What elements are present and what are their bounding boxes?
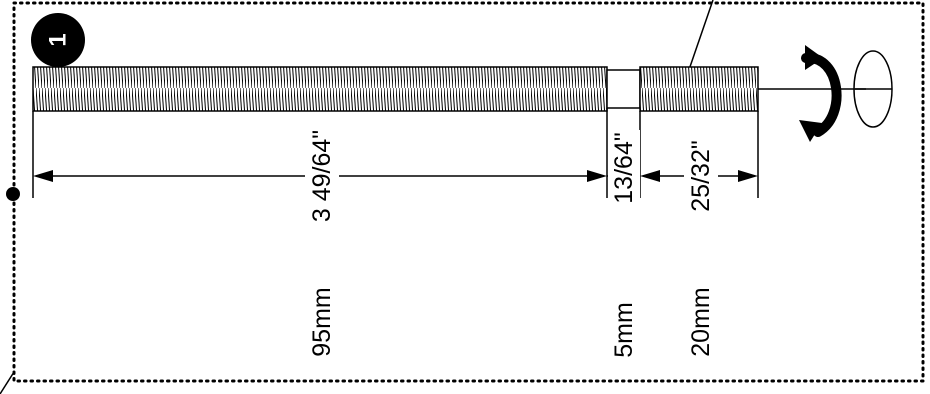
long-threaded-section [32, 66, 608, 112]
short-threaded-section [639, 66, 759, 112]
step-number-badge-icon: 1 [31, 13, 85, 67]
dotted-frame [12, 1, 925, 383]
long-imperial-label: 3 49/64" [308, 130, 336, 222]
rotate-arrow-icon [799, 45, 893, 142]
unthreaded-neck [606, 69, 641, 109]
frame-anchor-dot [6, 187, 20, 201]
corner-leader-line [0, 371, 15, 394]
gap-imperial-label: 13/64" [610, 132, 638, 203]
threaded-rod [32, 66, 866, 112]
short-imperial-label: 25/32" [687, 140, 715, 211]
long-metric-label: 95mm [308, 287, 336, 356]
short-metric-label: 20mm [687, 287, 715, 356]
step-number: 1 [45, 33, 72, 46]
gap-metric-label: 5mm [610, 302, 638, 358]
